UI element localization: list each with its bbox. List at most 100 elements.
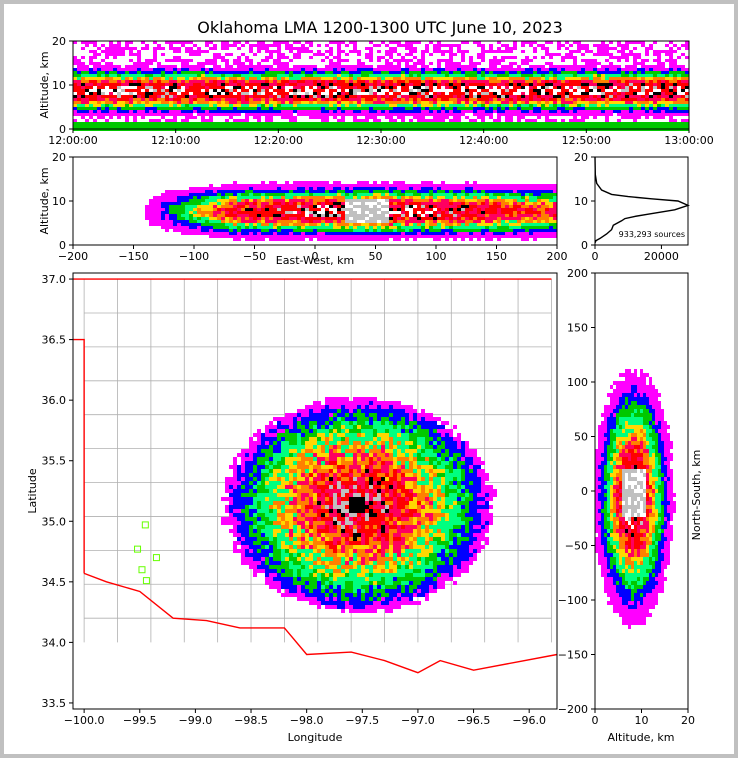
density-cell — [393, 238, 397, 241]
density-cell — [357, 238, 361, 241]
density-cell — [269, 89, 273, 92]
density-cell — [301, 104, 305, 107]
density-cell — [317, 190, 321, 193]
density-cell — [233, 229, 237, 232]
density-cell — [133, 47, 137, 50]
density-cell — [509, 62, 513, 65]
density-cell — [441, 122, 445, 125]
density-cell — [329, 223, 333, 226]
density-cell — [445, 59, 449, 62]
density-cell — [685, 95, 689, 98]
density-cell — [229, 71, 233, 74]
density-cell — [285, 56, 289, 59]
density-cell — [369, 184, 373, 187]
density-cell — [561, 80, 565, 83]
density-cell — [281, 223, 285, 226]
density-cell — [145, 71, 149, 74]
density-cell — [237, 113, 241, 116]
density-cell — [605, 110, 609, 113]
density-cell — [453, 83, 457, 86]
density-cell — [229, 68, 233, 71]
density-cell — [449, 110, 453, 113]
density-cell — [189, 104, 193, 107]
density-cell — [381, 235, 385, 238]
density-cell — [173, 104, 177, 107]
density-cell — [301, 98, 305, 101]
density-cell — [201, 89, 205, 92]
density-cell — [677, 98, 681, 101]
density-cell — [685, 71, 689, 74]
density-cell — [381, 74, 385, 77]
density-cell — [293, 47, 297, 50]
density-cell — [345, 208, 349, 211]
density-cell — [289, 238, 293, 241]
density-cell — [225, 232, 229, 235]
density-cell — [369, 116, 373, 119]
density-cell — [241, 193, 245, 196]
density-cell — [361, 65, 365, 68]
density-cell — [437, 47, 441, 50]
density-cell — [625, 101, 629, 104]
density-cell — [193, 199, 197, 202]
density-cell — [349, 125, 353, 128]
density-cell — [537, 89, 541, 92]
density-cell — [197, 95, 201, 98]
density-cell — [309, 125, 313, 128]
density-cell — [213, 205, 217, 208]
density-cell — [561, 119, 565, 122]
density-cell — [361, 104, 365, 107]
density-cell — [369, 122, 373, 125]
density-cell — [449, 71, 453, 74]
density-cell — [257, 125, 261, 128]
density-cell — [205, 187, 209, 190]
density-cell — [661, 77, 665, 80]
density-cell — [317, 187, 321, 190]
density-cell — [453, 104, 457, 107]
density-cell — [329, 68, 333, 71]
density-cell — [269, 104, 273, 107]
density-cell — [665, 74, 669, 77]
density-cell — [669, 107, 673, 110]
density-cell — [153, 110, 157, 113]
density-cell — [421, 50, 425, 53]
density-cell — [453, 101, 457, 104]
density-cell — [345, 202, 349, 205]
density-cell — [537, 95, 541, 98]
density-cell — [617, 119, 621, 122]
density-cell — [217, 68, 221, 71]
density-cell — [109, 62, 113, 65]
density-cell — [621, 122, 625, 125]
density-cell — [533, 77, 537, 80]
density-cell — [173, 86, 177, 89]
density-cell — [213, 86, 217, 89]
density-cell — [517, 113, 521, 116]
density-cell — [153, 95, 157, 98]
density-cell — [101, 80, 105, 83]
density-cell — [417, 59, 421, 62]
density-cell — [401, 196, 405, 199]
density-cell — [281, 232, 285, 235]
density-cell — [149, 68, 153, 71]
density-cell — [381, 122, 385, 125]
density-cell — [433, 44, 437, 47]
density-cell — [281, 56, 285, 59]
density-cell — [521, 68, 525, 71]
density-cell — [89, 92, 93, 95]
density-cell — [281, 229, 285, 232]
density-cell — [225, 98, 229, 101]
density-cell — [605, 44, 609, 47]
density-cell — [233, 104, 237, 107]
density-cell — [577, 50, 581, 53]
density-cell — [653, 71, 657, 74]
density-cell — [181, 190, 185, 193]
density-cell — [373, 80, 377, 83]
density-cell — [469, 83, 473, 86]
density-cell — [481, 110, 485, 113]
density-cell — [649, 71, 653, 74]
density-cell — [265, 119, 269, 122]
density-cell — [685, 56, 689, 59]
density-cell — [617, 65, 621, 68]
density-cell — [165, 59, 169, 62]
density-cell — [665, 68, 669, 71]
density-cell — [341, 190, 345, 193]
